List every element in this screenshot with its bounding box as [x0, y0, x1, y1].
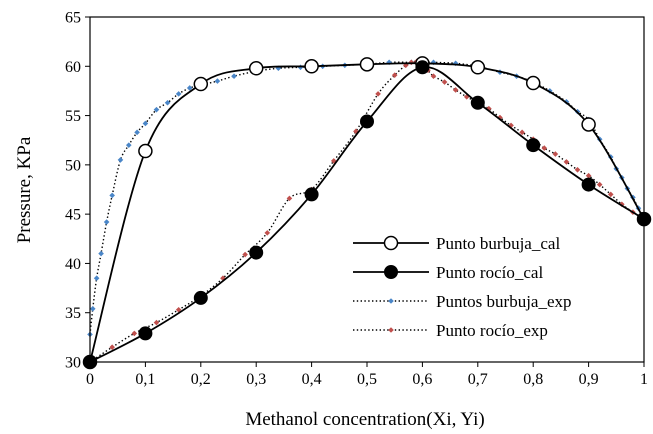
punto-roc-o-cal-point	[193, 290, 208, 305]
punto-roc-o-exp-line	[89, 60, 645, 363]
x-tick-label: 0,3	[246, 371, 266, 388]
puntos-burbuja-exp-point	[93, 275, 100, 282]
x-tick-label: 0	[86, 371, 94, 388]
puntos-burbuja-exp-point	[134, 129, 140, 136]
puntos-burbuja-exp-point	[175, 91, 182, 97]
puntos-burbuja-exp-point	[153, 106, 160, 113]
y-tick-label: 45	[65, 207, 81, 224]
legend-punto-roc-o-cal: Punto rocío_cal	[353, 263, 543, 282]
legend-punto-roc-o-exp-marker	[388, 327, 394, 333]
x-tick-label: 0,7	[468, 371, 488, 388]
y-tick-label: 30	[65, 355, 81, 372]
punto-burbuja-cal-point	[304, 59, 319, 74]
punto-burbuja-cal-point	[193, 76, 209, 92]
legend-puntos-burbuja-exp: Puntos burbuja_exp	[353, 292, 572, 311]
puntos-burbuja-exp-point	[98, 250, 104, 257]
puntos-burbuja-exp-point	[103, 219, 110, 225]
punto-roc-o-cal-point	[138, 326, 153, 341]
punto-burbuja-cal-point	[581, 117, 596, 132]
punto-roc-o-exp-point	[519, 129, 525, 136]
punto-roc-o-exp-point	[175, 306, 182, 313]
legend-punto-roc-o-exp: Punto rocío_exp	[353, 321, 548, 340]
puntos-burbuja-exp-point	[89, 305, 96, 312]
punto-roc-o-cal-point	[470, 95, 485, 110]
punto-burbuja-cal-point	[470, 60, 486, 75]
punto-roc-o-exp-point	[430, 73, 437, 79]
legend-punto-roc-o-exp-label: Punto rocío_exp	[436, 321, 548, 340]
punto-roc-o-exp-point	[607, 191, 614, 198]
legend-punto-roc-o-cal-marker	[384, 265, 398, 279]
y-tick-label: 55	[65, 108, 81, 125]
x-tick-label: 0,4	[302, 371, 322, 388]
puntos-burbuja-exp-point	[214, 78, 221, 84]
x-tick-label: 0,2	[191, 371, 211, 388]
puntos-burbuja-exp-point	[142, 120, 149, 127]
punto-roc-o-exp-point	[552, 151, 559, 157]
punto-roc-o-exp-point	[574, 166, 581, 173]
punto-roc-o-exp-point	[441, 79, 448, 85]
puntos-burbuja-exp-point	[186, 85, 193, 91]
punto-roc-o-exp-point	[541, 145, 548, 151]
y-tick-label: 40	[65, 256, 81, 273]
punto-roc-o-exp-point	[375, 91, 381, 97]
legend-punto-burbuja-cal-label: Punto burbuja_cal	[436, 234, 560, 253]
punto-roc-o-exp-point	[585, 172, 592, 179]
punto-roc-o-cal-point	[526, 138, 541, 153]
punto-burbuja-cal-line	[89, 62, 645, 363]
punto-roc-o-exp-point	[596, 181, 603, 188]
series-layer	[82, 56, 652, 370]
series-punto-roc-o-cal	[83, 60, 651, 369]
y-tick-label: 65	[65, 10, 81, 27]
punto-roc-o-cal-point	[360, 114, 374, 129]
puntos-burbuja-exp-point	[125, 142, 132, 148]
legend-puntos-burbuja-exp-marker	[388, 298, 394, 304]
legend: Punto burbuja_cal Punto rocío_cal Puntos b…	[353, 234, 572, 340]
x-tick-label: 0,5	[357, 371, 377, 388]
punto-burbuja-cal-point	[138, 143, 153, 159]
punto-roc-o-exp-point	[391, 72, 398, 78]
puntos-burbuja-exp-point	[231, 73, 237, 79]
legend-punto-roc-o-cal-label: Punto rocío_cal	[436, 263, 543, 282]
legend-punto-burbuja-cal: Punto burbuja_cal	[353, 234, 560, 253]
y-axis-title: Pressure, KPa	[14, 136, 35, 243]
y-tick-label: 50	[65, 157, 81, 174]
punto-roc-o-exp-point	[109, 344, 115, 351]
x-tick-label: 0,6	[412, 371, 432, 388]
punto-burbuja-cal-point	[525, 75, 541, 91]
punto-roc-o-exp-point	[452, 87, 459, 93]
punto-roc-o-cal-point	[415, 60, 430, 75]
x-tick-label: 0,1	[135, 371, 155, 388]
punto-roc-o-exp-point	[153, 319, 160, 326]
punto-roc-o-exp-point	[131, 330, 138, 337]
puntos-burbuja-exp-point	[164, 99, 171, 106]
x-tick-label: 0,9	[579, 371, 599, 388]
punto-roc-o-exp-point	[486, 105, 492, 112]
legend-punto-burbuja-cal-marker	[383, 235, 399, 251]
punto-burbuja-cal-point	[248, 61, 264, 76]
axes-layer: 0 0,1 0,2 0,3 0,4 0,5 0,6 0,7 0,8 0,9 1 30 35 40 45 50 5…	[65, 10, 648, 389]
puntos-burbuja-exp-point	[117, 157, 124, 163]
punto-roc-o-exp-point	[353, 128, 359, 135]
punto-roc-o-exp-point	[264, 230, 271, 236]
x-tick-label: 1	[640, 371, 648, 388]
y-tick-label: 35	[65, 305, 81, 322]
y-tick-label: 60	[65, 59, 81, 76]
punto-roc-o-cal-point	[249, 245, 264, 260]
x-tick-label: 0,8	[523, 371, 543, 388]
punto-roc-o-exp-point	[563, 159, 570, 165]
punto-burbuja-cal-point	[359, 57, 375, 72]
puntos-burbuja-exp-point	[109, 192, 115, 199]
punto-roc-o-exp-point	[242, 251, 248, 258]
x-axis-title: Methanol concentration(Xi, Yi)	[245, 409, 484, 430]
punto-roc-o-cal-point	[304, 187, 319, 202]
legend-puntos-burbuja-exp-label: Puntos burbuja_exp	[436, 292, 572, 311]
punto-roc-o-cal-point	[581, 177, 596, 192]
punto-roc-o-exp-point	[286, 195, 293, 202]
